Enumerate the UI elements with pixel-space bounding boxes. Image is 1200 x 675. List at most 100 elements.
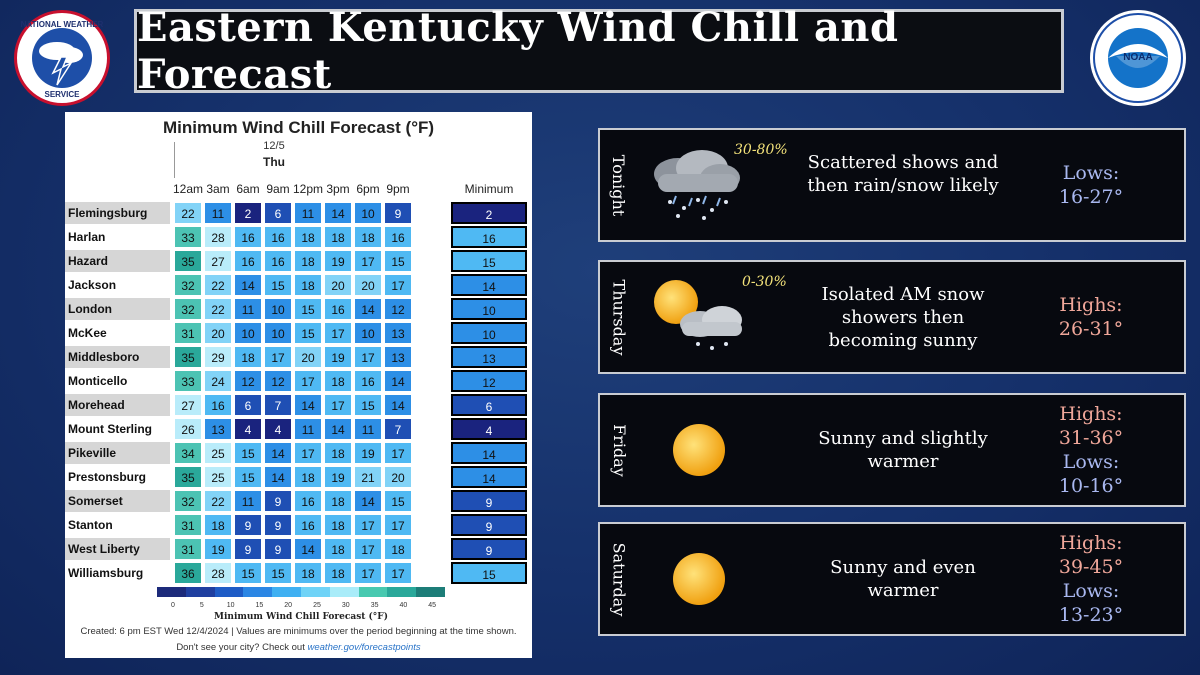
wind-chill-cell: 14	[294, 394, 322, 416]
wind-chill-cell: 18	[324, 370, 352, 392]
city-label: Flemingsburg	[65, 202, 170, 224]
wind-chill-cell: 22	[174, 202, 202, 224]
wind-chill-cell: 14	[264, 442, 292, 464]
wind-chill-cell: 17	[294, 370, 322, 392]
wind-chill-cell: 11	[234, 298, 262, 320]
city-label: Pikeville	[65, 442, 170, 464]
wind-chill-cell: 10	[234, 322, 262, 344]
wind-chill-cell: 9	[234, 538, 262, 560]
time-header: 6am	[236, 182, 260, 196]
high-label: Highs:	[1059, 532, 1123, 554]
wind-chill-cell: 10	[354, 322, 382, 344]
wind-chill-cell: 14	[324, 418, 352, 440]
city-label: Williamsburg	[68, 566, 144, 580]
forecast-card-friday: Friday Sunny and slightly warmer Highs: 31…	[598, 393, 1186, 507]
wind-chill-cell: 17	[264, 346, 292, 368]
wind-chill-cell: 17	[354, 250, 382, 272]
minimum-cell: 9	[451, 538, 527, 560]
svg-text:NOAA: NOAA	[1123, 52, 1152, 63]
wind-chill-cell: 22	[204, 274, 232, 296]
wind-chill-cell: 20	[324, 274, 352, 296]
low-label: Lows:	[1062, 451, 1120, 473]
wind-chill-cell: 32	[174, 298, 202, 320]
sun-cloud-snow-icon	[640, 276, 750, 361]
wind-chill-cell: 25	[204, 442, 232, 464]
wind-chill-cell: 18	[204, 514, 232, 536]
wind-chill-cell: 24	[204, 370, 232, 392]
wind-chill-cell: 31	[174, 514, 202, 536]
wind-chill-cell: 7	[384, 418, 412, 440]
svg-text:NATIONAL WEATHER: NATIONAL WEATHER	[21, 20, 104, 29]
wind-chill-cell: 18	[294, 562, 322, 584]
forecast-description: Scattered shows and then rain/snow likel…	[807, 151, 999, 196]
city-label: Jackson	[68, 278, 117, 292]
wind-chill-cell: 9	[234, 514, 262, 536]
city-label: Mount Sterling	[68, 422, 152, 436]
forecast-points-note: Don't see your city? Check out weather.g…	[176, 642, 421, 653]
wind-chill-cell: 18	[234, 346, 262, 368]
precip-chance: 30-80%	[734, 142, 788, 158]
wind-chill-cell: 4	[234, 418, 262, 440]
wind-chill-cell: 17	[384, 274, 412, 296]
temperature-block: Highs: 31-36° Lows: 10-16°	[1026, 402, 1156, 498]
wind-chill-cell: 6	[234, 394, 262, 416]
scale-tick: 35	[370, 602, 379, 609]
wind-chill-cell: 11	[204, 202, 232, 224]
wind-chill-cell: 15	[264, 274, 292, 296]
wind-chill-cell: 14	[234, 274, 262, 296]
forecast-description: Sunny and slightly warmer	[818, 428, 988, 472]
high-value: 26-31°	[1058, 318, 1124, 340]
scale-tick: 30	[341, 602, 350, 609]
wind-chill-cell: 31	[174, 538, 202, 560]
wind-chill-cell: 17	[324, 322, 352, 344]
wind-chill-cell: 16	[264, 250, 292, 272]
wind-chill-cell: 17	[384, 442, 412, 464]
wind-chill-cell: 17	[354, 514, 382, 536]
wind-chill-cell: 18	[354, 226, 382, 248]
wind-chill-cell: 17	[324, 394, 352, 416]
high-label: Highs:	[1059, 403, 1123, 425]
minimum-cell: 15	[451, 250, 527, 272]
temperature-block: Highs: 39-45° Lows: 13-23°	[1026, 531, 1156, 627]
scale-swatch	[300, 587, 330, 597]
wind-chill-cell: 2	[234, 202, 262, 224]
wind-chill-cell: 11	[294, 418, 322, 440]
minimum-cell: 14	[451, 274, 527, 296]
wind-chill-cell: 32	[174, 274, 202, 296]
wind-chill-cell: 17	[354, 538, 382, 560]
color-scale-bar	[157, 587, 445, 597]
high-label: Highs:	[1059, 294, 1123, 316]
wind-chill-cell: 18	[384, 538, 412, 560]
minimum-cell: 9	[451, 514, 527, 536]
minimum-cell: 14	[451, 466, 527, 488]
minimum-cell: 2	[451, 202, 527, 224]
wind-chill-cell: 15	[264, 562, 292, 584]
scale-tick: 25	[313, 602, 321, 609]
scale-swatch	[243, 587, 273, 597]
wind-chill-cell: 13	[384, 322, 412, 344]
wind-chill-cell: 10	[264, 322, 292, 344]
forecast-description: Sunny and even warmer	[830, 557, 976, 601]
city-label: Monticello	[68, 374, 128, 388]
wind-chill-cell: 9	[264, 538, 292, 560]
wind-chill-cell: 9	[264, 490, 292, 512]
low-value: 16-27°	[1058, 186, 1124, 208]
wind-chill-cell: 21	[354, 466, 382, 488]
city-label: London	[65, 298, 170, 320]
wind-chill-cell: 16	[324, 298, 352, 320]
scale-label: Minimum Wind Chill Forecast (°F)	[214, 612, 388, 622]
day-label: Thursday	[609, 279, 629, 355]
wind-chill-cell: 16	[354, 370, 382, 392]
wind-chill-cell: 20	[204, 322, 232, 344]
minimum-cell: 10	[451, 322, 527, 344]
wind-chill-cell: 18	[294, 226, 322, 248]
wind-chill-cell: 18	[294, 274, 322, 296]
city-label: West Liberty	[65, 538, 170, 560]
city-label: Stanton	[68, 518, 113, 532]
wind-chill-cell: 29	[204, 346, 232, 368]
wind-chill-cell: 35	[174, 346, 202, 368]
minimum-cell: 6	[451, 394, 527, 416]
scale-swatch	[387, 587, 417, 597]
forecast-points-link[interactable]: weather.gov/forecastpoints	[307, 642, 421, 653]
wind-chill-cell: 14	[384, 370, 412, 392]
